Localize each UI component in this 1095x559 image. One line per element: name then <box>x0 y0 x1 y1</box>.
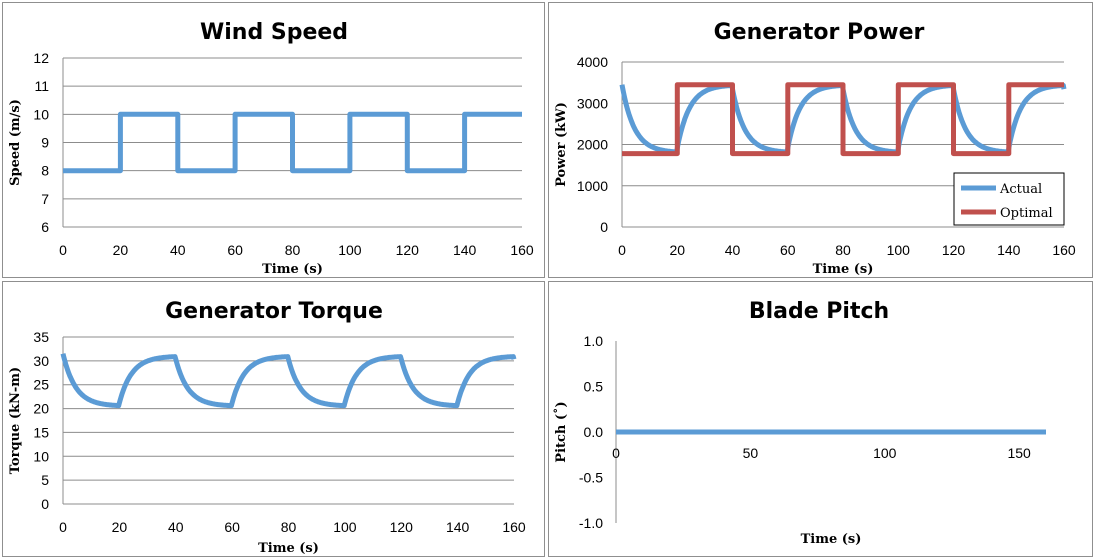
power-x-axis-label: Time (s) <box>813 262 874 277</box>
power-xtick-label: 60 <box>780 242 796 258</box>
wind-ytick-label: 7 <box>41 191 49 207</box>
wind-xtick-label: 160 <box>510 242 534 258</box>
wind-ytick-label: 8 <box>41 163 49 179</box>
wind-xtick-label: 80 <box>285 242 301 258</box>
wind-xtick-label: 120 <box>396 242 420 258</box>
torque-ytick-label: 20 <box>33 401 49 417</box>
torque-series-line <box>60 353 517 409</box>
power-xtick-label: 140 <box>997 242 1021 258</box>
torque-xtick-label: 40 <box>168 519 184 535</box>
torque-xtick-label: 140 <box>446 519 470 535</box>
wind-xtick-label: 0 <box>59 242 67 258</box>
power-ytick-label: 0 <box>600 219 608 235</box>
torque-x-axis-label: Time (s) <box>258 541 319 556</box>
power-xtick-label: 100 <box>887 242 911 258</box>
pitch-xtick-label: 100 <box>873 445 897 461</box>
generator-torque-chart: Generator Torque 0 5 10 15 20 25 30 35 0 20 40 60 80 1… <box>2 281 545 557</box>
power-xtick-label: 0 <box>618 242 626 258</box>
pitch-xtick-label: 150 <box>1007 445 1031 461</box>
wind-xtick-label: 140 <box>453 242 477 258</box>
wind-xtick-label: 100 <box>338 242 362 258</box>
power-xtick-label: 80 <box>835 242 851 258</box>
wind-ytick-label: 10 <box>33 106 49 122</box>
pitch-xtick-label: 0 <box>612 445 620 461</box>
pitch-ytick-label: 1.0 <box>584 333 604 349</box>
torque-xtick-label: 160 <box>502 519 526 535</box>
power-legend-label: Actual <box>999 182 1042 197</box>
wind-ytick-label: 9 <box>41 135 49 151</box>
torque-ytick-label: 30 <box>33 353 49 369</box>
pitch-title: Blade Pitch <box>749 299 889 324</box>
pitch-ytick-label: -1.0 <box>579 515 603 531</box>
torque-xtick-label: 80 <box>281 519 297 535</box>
power-legend-label: Optimal <box>1000 206 1053 221</box>
pitch-xtick-label: 50 <box>743 445 759 461</box>
wind-ytick-label: 12 <box>33 50 49 66</box>
wind-xtick-label: 60 <box>227 242 243 258</box>
wind-x-axis-label: Time (s) <box>262 262 323 277</box>
power-series-optimal <box>622 82 1064 157</box>
power-ytick-label: 1000 <box>577 178 608 194</box>
wind-xtick-label: 40 <box>170 242 186 258</box>
torque-y-axis-label: Torque (kN-m) <box>8 367 23 474</box>
power-legend <box>953 172 1065 226</box>
torque-title: Generator Torque <box>165 299 383 324</box>
power-ytick-label: 3000 <box>577 95 608 111</box>
wind-y-axis-label: Speed (m/s) <box>8 99 23 186</box>
power-ytick-label: 2000 <box>577 137 608 153</box>
power-title: Generator Power <box>714 20 925 45</box>
wind-ytick-label: 11 <box>34 78 49 94</box>
wind-title: Wind Speed <box>200 20 348 45</box>
torque-xtick-label: 100 <box>333 519 357 535</box>
pitch-x-axis-label: Time (s) <box>801 532 862 547</box>
torque-ytick-label: 10 <box>33 448 49 464</box>
torque-ytick-label: 35 <box>33 329 49 345</box>
wind-ytick-label: 6 <box>41 219 49 235</box>
generator-torque-plot: Generator Torque 0 5 10 15 20 25 30 35 0 20 40 60 80 1… <box>8 299 526 556</box>
wind-xtick-label: 20 <box>113 242 129 258</box>
power-y-axis-label: Power (kW) <box>554 102 569 187</box>
power-xtick-label: 120 <box>942 242 966 258</box>
torque-ytick-label: 25 <box>33 377 49 393</box>
generator-power-chart: Generator Power 0 1000 2000 3000 4000 0 20 40 60 8… <box>548 2 1093 278</box>
pitch-ytick-label: 0.0 <box>584 424 604 440</box>
power-xtick-label: 20 <box>669 242 685 258</box>
pitch-ytick-label: 0.5 <box>584 379 604 395</box>
pitch-y-axis-label: Pitch (˚) <box>553 401 569 462</box>
power-xtick-label: 160 <box>1052 242 1076 258</box>
torque-ytick-label: 15 <box>33 424 49 440</box>
torque-xtick-label: 120 <box>390 519 414 535</box>
blade-pitch-chart: Blade Pitch 1.0 0.5 0.0 -0.5 -1.0 0 50 100 150 Tim… <box>548 281 1093 557</box>
power-ytick-label: 4000 <box>577 54 608 70</box>
torque-xtick-label: 60 <box>224 519 240 535</box>
torque-xtick-label: 20 <box>112 519 128 535</box>
torque-ytick-label: 5 <box>41 472 49 488</box>
torque-ytick-label: 0 <box>41 496 49 512</box>
pitch-ytick-label: -0.5 <box>579 470 603 486</box>
generator-power-plot: Generator Power 0 1000 2000 3000 4000 0 20 40 60 8… <box>554 20 1076 277</box>
power-xtick-label: 40 <box>725 242 741 258</box>
torque-xtick-label: 0 <box>59 519 67 535</box>
wind-speed-chart: Wind Speed 6 7 8 9 10 11 12 0 20 40 60 80 100 120 140 16… <box>2 2 545 278</box>
blade-pitch-plot: Blade Pitch 1.0 0.5 0.0 -0.5 -1.0 0 50 100 150 Tim… <box>553 299 1046 547</box>
wind-series-line <box>63 111 522 174</box>
